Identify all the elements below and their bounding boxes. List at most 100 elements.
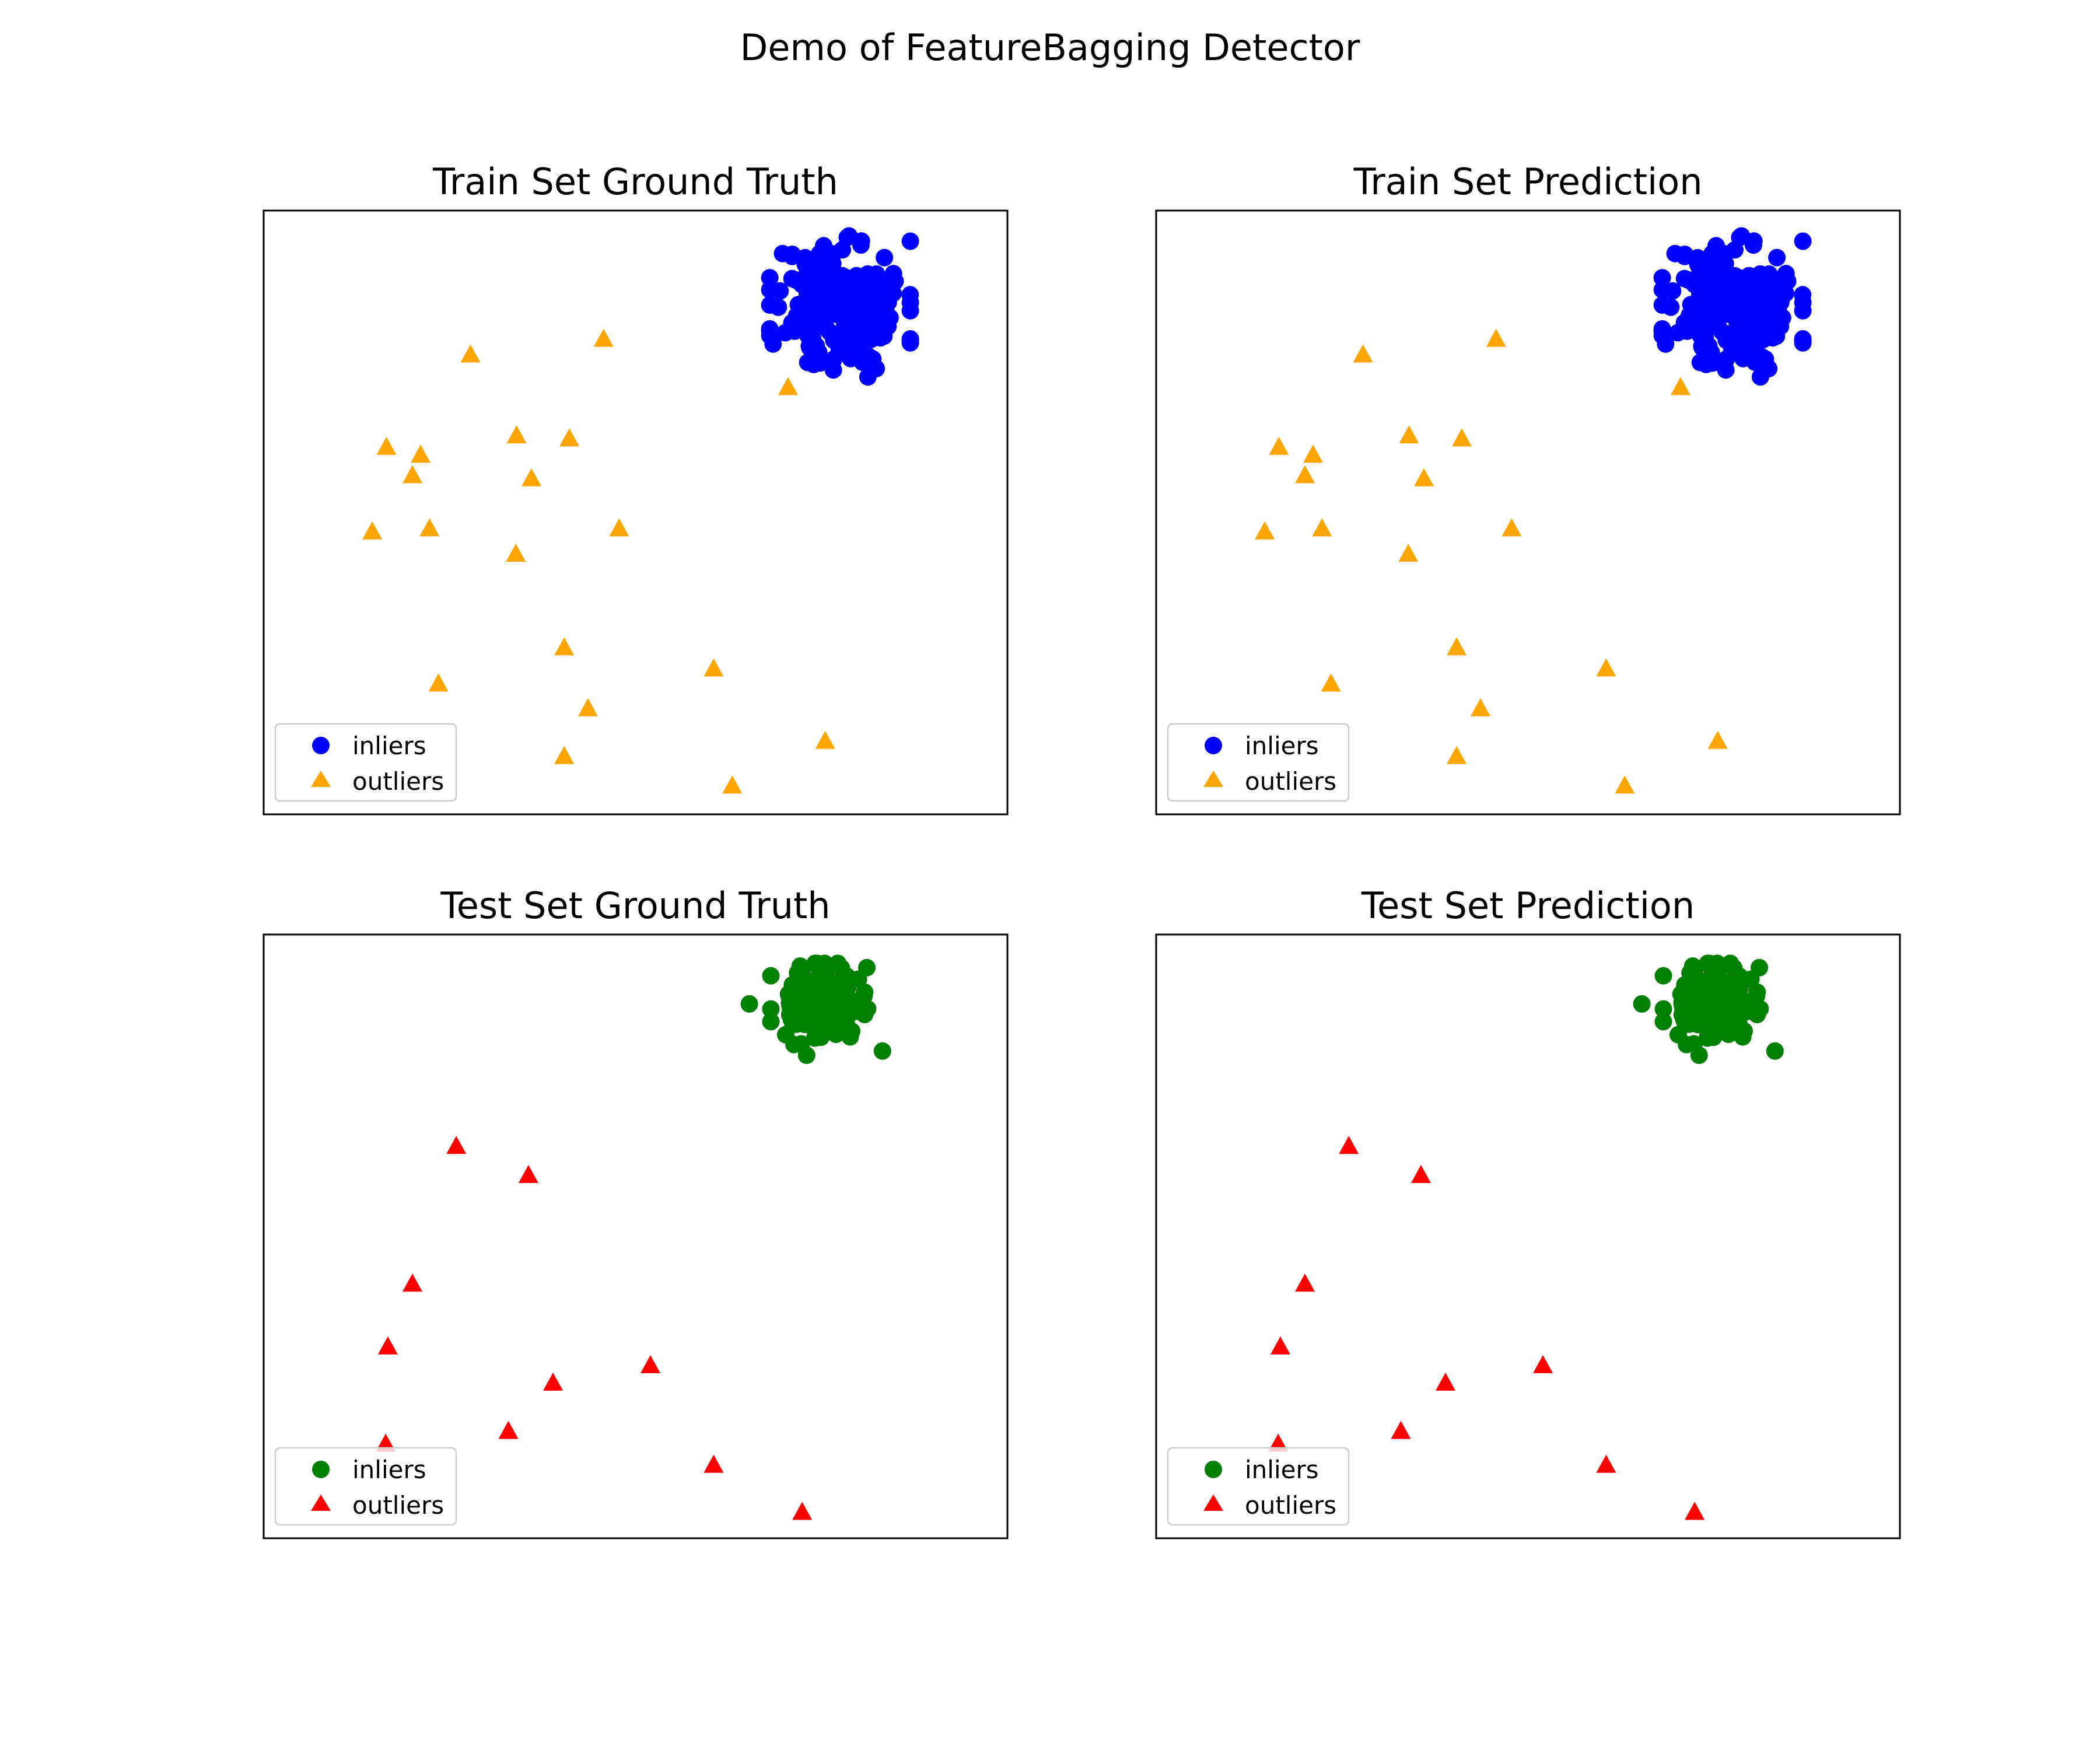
inlier-point bbox=[1700, 337, 1718, 355]
inlier-point bbox=[1653, 269, 1671, 287]
legend-inlier-marker bbox=[1205, 1461, 1222, 1478]
outlier-point bbox=[1670, 377, 1690, 396]
outlier-point bbox=[609, 518, 629, 537]
inlier-point bbox=[1741, 282, 1759, 300]
inlier-point bbox=[1702, 292, 1720, 310]
inlier-point bbox=[1734, 1000, 1752, 1018]
inlier-point bbox=[875, 327, 893, 345]
inlier-point bbox=[797, 1046, 816, 1064]
inlier-point bbox=[838, 967, 856, 985]
outlier-point bbox=[1414, 468, 1434, 487]
inlier-point bbox=[1751, 1000, 1769, 1018]
outlier-point bbox=[506, 544, 526, 562]
outlier-point bbox=[377, 1336, 398, 1354]
outlier-point bbox=[1596, 658, 1616, 677]
plot-area bbox=[362, 227, 919, 794]
outlier-point bbox=[554, 746, 575, 764]
outlier-point bbox=[518, 1165, 538, 1183]
outlier-point bbox=[1295, 465, 1315, 484]
outlier-point bbox=[554, 637, 575, 656]
inlier-point bbox=[823, 271, 841, 289]
outlier-point bbox=[1391, 1420, 1411, 1439]
inlier-point bbox=[1717, 361, 1735, 379]
inlier-point bbox=[1760, 359, 1778, 377]
inlier-point bbox=[1726, 241, 1744, 259]
legend: inliers outliers bbox=[1167, 1447, 1350, 1526]
outlier-point bbox=[1398, 544, 1419, 562]
inlier-point bbox=[810, 292, 828, 310]
axes-frame bbox=[262, 209, 1009, 816]
outlier-point bbox=[1533, 1355, 1553, 1373]
inlier-point bbox=[848, 282, 866, 300]
inlier-point bbox=[1669, 324, 1687, 342]
inlier-point bbox=[873, 1042, 891, 1060]
outlier-point bbox=[1303, 444, 1323, 463]
legend-outlier-marker bbox=[1203, 1494, 1223, 1511]
inlier-point bbox=[858, 958, 876, 977]
legend-label-outliers: outliers bbox=[1245, 767, 1336, 796]
inlier-point bbox=[1751, 958, 1768, 977]
outlier-point bbox=[362, 521, 383, 540]
legend-outlier-marker bbox=[1203, 771, 1223, 787]
outlier-point bbox=[1596, 1454, 1616, 1473]
legend: inliers outliers bbox=[274, 1447, 457, 1526]
inlier-point bbox=[901, 334, 919, 352]
inlier-point bbox=[824, 361, 842, 379]
outlier-point bbox=[543, 1373, 563, 1391]
inlier-point bbox=[1691, 354, 1709, 372]
outlier-point bbox=[419, 518, 440, 537]
inlier-point bbox=[808, 954, 826, 972]
inlier-point bbox=[811, 354, 829, 372]
inlier-point bbox=[796, 249, 814, 267]
inlier-point bbox=[1760, 280, 1779, 298]
legend-inlier-marker bbox=[312, 1461, 330, 1478]
outlier-point bbox=[792, 1502, 813, 1520]
outlier-point bbox=[1399, 425, 1419, 444]
figure-suptitle: Demo of FeatureBagging Detector bbox=[740, 26, 1360, 69]
inlier-point bbox=[762, 1013, 780, 1031]
subplot-title: Train Set Ground Truth bbox=[432, 160, 838, 203]
inlier-point bbox=[1670, 1026, 1687, 1044]
inlier-point bbox=[827, 1026, 845, 1043]
inlier-point bbox=[1794, 286, 1812, 304]
inlier-point bbox=[816, 313, 834, 331]
inlier-point bbox=[867, 359, 886, 377]
inlier-point bbox=[853, 353, 872, 371]
inlier-point bbox=[1689, 249, 1707, 267]
outlier-point bbox=[402, 465, 422, 484]
legend-outlier-marker bbox=[311, 771, 331, 787]
inlier-point bbox=[1716, 253, 1734, 271]
legend-inlier-marker bbox=[1205, 737, 1222, 754]
inlier-point bbox=[1674, 1004, 1692, 1022]
outlier-point bbox=[1447, 637, 1467, 656]
inlier-point bbox=[1664, 282, 1682, 300]
outlier-point bbox=[1410, 1165, 1431, 1183]
outlier-point bbox=[1707, 730, 1728, 749]
outlier-point bbox=[704, 658, 724, 677]
legend-label-inliers: inliers bbox=[1245, 1455, 1319, 1484]
plot-area bbox=[1268, 954, 1784, 1520]
inlier-point bbox=[859, 1000, 877, 1018]
inlier-point bbox=[1690, 1046, 1708, 1064]
inlier-point bbox=[777, 1026, 794, 1044]
inlier-point bbox=[838, 269, 856, 287]
inlier-point bbox=[783, 270, 801, 288]
subplot-train-prediction: Train Set Prediction inliers outliers bbox=[1155, 160, 1901, 816]
inlier-point bbox=[1654, 1000, 1672, 1018]
inlier-point bbox=[806, 1013, 824, 1031]
outlier-point bbox=[1486, 328, 1506, 347]
outlier-point bbox=[1615, 775, 1635, 794]
inlier-point bbox=[1770, 295, 1788, 313]
inlier-point bbox=[761, 269, 779, 287]
inlier-point bbox=[868, 280, 886, 298]
inlier-point bbox=[823, 253, 841, 271]
inlier-point bbox=[1702, 276, 1720, 295]
inlier-point bbox=[762, 967, 780, 985]
outlier-point bbox=[1321, 673, 1341, 692]
inlier-point bbox=[845, 304, 863, 322]
inlier-point bbox=[878, 295, 896, 313]
plot-area bbox=[376, 954, 891, 1520]
outlier-point bbox=[498, 1420, 519, 1439]
inlier-point bbox=[762, 1000, 780, 1018]
inlier-point bbox=[1682, 981, 1700, 999]
